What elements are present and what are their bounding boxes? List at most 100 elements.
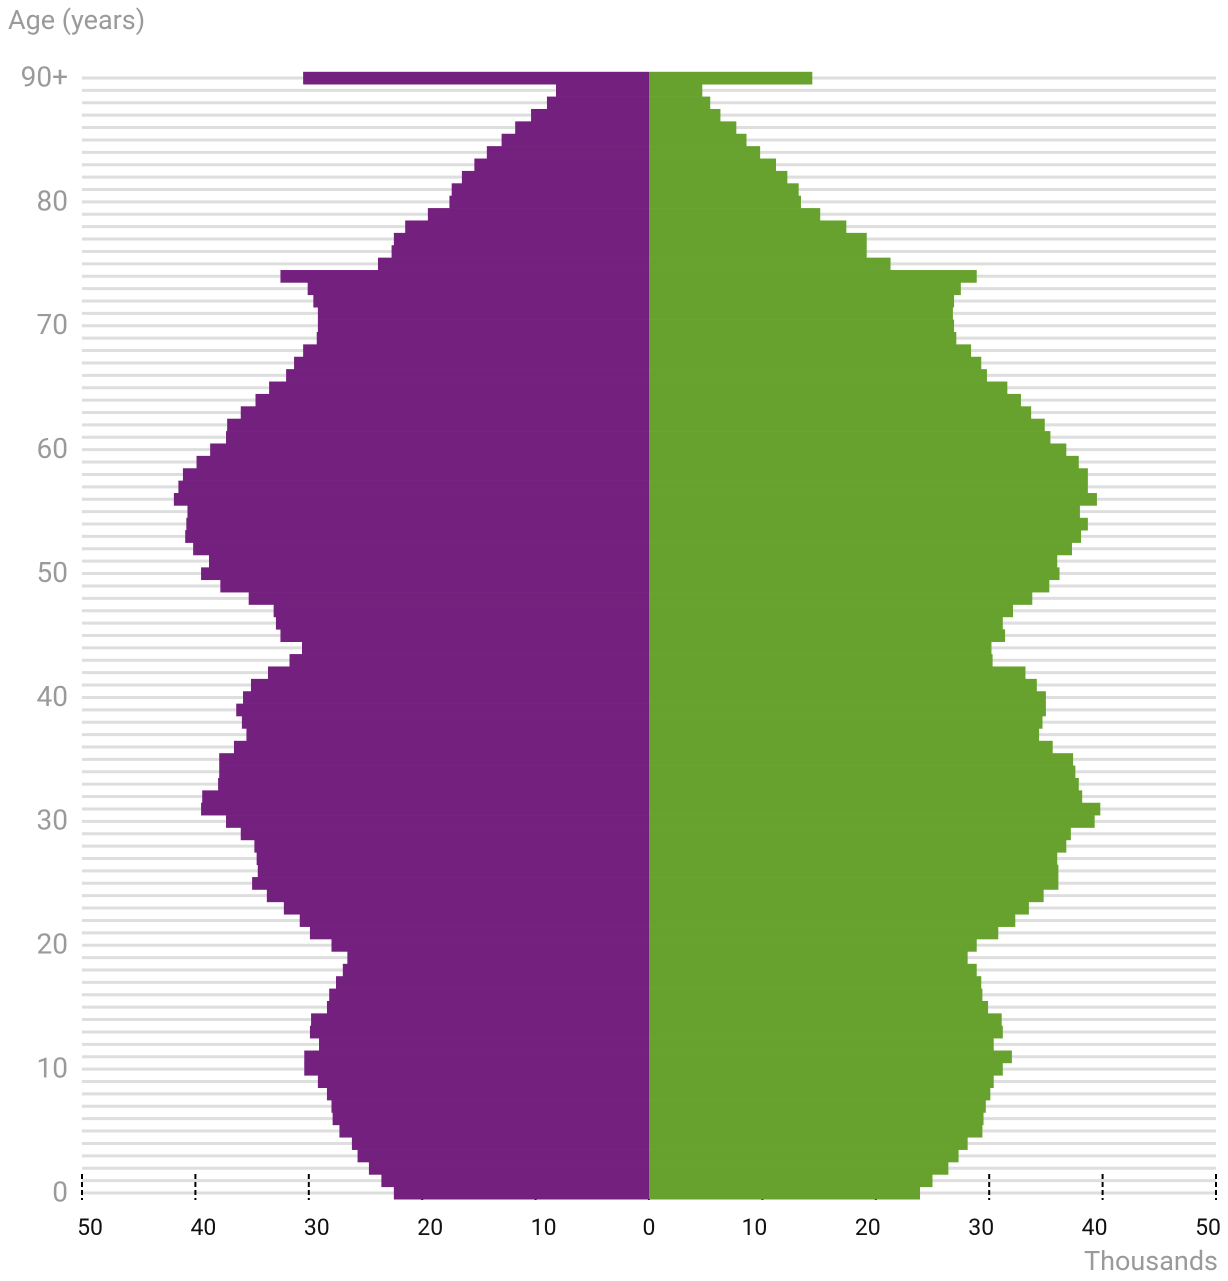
bar xyxy=(649,629,1006,642)
bar xyxy=(246,728,649,742)
bar xyxy=(649,1025,1003,1039)
x-tick-label: 40 xyxy=(1082,1214,1108,1241)
bar xyxy=(286,369,649,382)
bar xyxy=(336,976,649,989)
bar xyxy=(649,257,891,271)
bar xyxy=(339,1124,649,1138)
y-tick-label: 50 xyxy=(37,556,68,589)
bar xyxy=(317,307,649,320)
y-tick-label: 30 xyxy=(37,804,68,837)
bar xyxy=(515,121,649,135)
bar xyxy=(649,753,1074,766)
bar xyxy=(649,852,1058,865)
bar xyxy=(556,84,649,97)
bar xyxy=(219,753,650,766)
bar xyxy=(304,1050,649,1064)
bar xyxy=(649,1038,994,1051)
bar xyxy=(649,84,703,97)
bar xyxy=(210,443,649,457)
bar xyxy=(280,270,649,283)
bar xyxy=(317,319,649,333)
bar xyxy=(649,542,1072,556)
bar xyxy=(649,270,977,283)
bar xyxy=(649,96,711,110)
bar xyxy=(649,728,1040,742)
bar xyxy=(218,777,649,791)
bar xyxy=(185,530,649,543)
bar xyxy=(248,592,649,605)
bar xyxy=(275,616,649,630)
bar xyxy=(326,1087,649,1101)
bar xyxy=(649,592,1033,605)
bar xyxy=(531,108,649,122)
y-tick-label: 60 xyxy=(37,432,68,465)
bar xyxy=(254,839,650,853)
bar xyxy=(368,1162,649,1175)
bar xyxy=(649,1013,1002,1027)
bar xyxy=(649,654,993,667)
bar xyxy=(649,232,867,246)
bar xyxy=(304,1062,649,1076)
bar xyxy=(649,790,1083,804)
bar xyxy=(649,988,983,1002)
bar xyxy=(317,1075,649,1088)
y-tick-label: 80 xyxy=(37,184,68,217)
bar xyxy=(449,195,649,209)
bar xyxy=(649,133,747,147)
bar xyxy=(289,654,649,667)
bar xyxy=(294,356,649,370)
bar xyxy=(236,703,649,717)
bar xyxy=(649,455,1079,469)
bar xyxy=(649,369,987,382)
y-tick-label: 90+ xyxy=(21,60,68,93)
bar xyxy=(649,1137,968,1150)
bar xyxy=(299,914,649,927)
bar xyxy=(461,170,649,184)
bar xyxy=(393,232,649,246)
bar xyxy=(240,827,649,841)
bar xyxy=(427,208,649,221)
bar xyxy=(649,1050,1012,1064)
bar xyxy=(351,1137,649,1150)
bar xyxy=(250,678,649,692)
bar xyxy=(649,815,1095,828)
bar xyxy=(266,889,649,903)
bar xyxy=(649,418,1045,432)
bar xyxy=(649,567,1060,581)
y-tick-label: 40 xyxy=(37,680,68,713)
x-tick-label: 20 xyxy=(417,1214,443,1241)
x-tick-label: 50 xyxy=(1195,1214,1221,1241)
bar xyxy=(252,877,649,890)
x-tick-label: 40 xyxy=(190,1214,216,1241)
bar xyxy=(649,889,1044,903)
bar xyxy=(201,567,649,581)
bar xyxy=(280,629,649,642)
bar xyxy=(255,393,649,407)
bar xyxy=(227,418,650,432)
bar xyxy=(649,406,1032,419)
y-tick-label: 20 xyxy=(37,928,68,961)
bar xyxy=(649,802,1101,816)
x-tick-label: 10 xyxy=(741,1214,767,1241)
bar xyxy=(649,926,999,940)
bar xyxy=(309,926,649,940)
bar xyxy=(326,1000,649,1014)
bar xyxy=(357,1149,649,1163)
bar xyxy=(256,852,649,865)
bar xyxy=(649,431,1051,444)
bar xyxy=(649,443,1067,457)
y-tick-label: 70 xyxy=(37,308,68,341)
x-tick-label: 0 xyxy=(643,1214,656,1241)
bar xyxy=(649,183,799,196)
bar xyxy=(209,554,649,568)
bar xyxy=(241,716,650,729)
bar xyxy=(649,71,813,85)
bar xyxy=(311,1013,649,1027)
bar xyxy=(267,666,649,680)
bar xyxy=(649,703,1046,717)
x-tick-label: 20 xyxy=(855,1214,881,1241)
bar xyxy=(649,1124,983,1138)
bar xyxy=(649,319,955,333)
bar xyxy=(377,257,649,271)
bar xyxy=(649,294,955,308)
